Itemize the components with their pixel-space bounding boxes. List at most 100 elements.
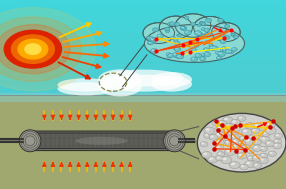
Circle shape (223, 49, 225, 50)
Circle shape (263, 132, 266, 134)
Point (270, 120, 275, 123)
Bar (0, 26, 286, 28)
Circle shape (212, 121, 220, 126)
Circle shape (239, 141, 242, 143)
Circle shape (226, 149, 231, 152)
Circle shape (205, 41, 206, 42)
Circle shape (225, 140, 233, 145)
Point (238, 123, 242, 126)
Circle shape (274, 144, 277, 146)
Circle shape (238, 141, 246, 146)
Circle shape (209, 44, 213, 47)
Circle shape (217, 133, 221, 136)
Circle shape (182, 27, 186, 30)
Circle shape (177, 46, 179, 47)
Circle shape (210, 45, 211, 46)
Circle shape (173, 46, 178, 50)
Bar (0, 84, 286, 87)
Bar (0, 59, 286, 61)
Ellipse shape (175, 14, 211, 37)
Circle shape (201, 58, 203, 59)
Circle shape (167, 23, 172, 25)
Circle shape (198, 33, 200, 34)
Circle shape (213, 47, 215, 48)
Circle shape (209, 46, 217, 50)
Circle shape (217, 126, 221, 129)
Circle shape (220, 37, 223, 39)
Bar (0, 28, 286, 31)
Circle shape (216, 145, 223, 150)
Circle shape (242, 144, 250, 149)
Circle shape (202, 35, 206, 38)
Point (188, 51, 193, 54)
Circle shape (176, 46, 181, 49)
Circle shape (246, 162, 250, 164)
Circle shape (196, 54, 198, 56)
Circle shape (256, 136, 259, 138)
Circle shape (226, 141, 229, 143)
Circle shape (174, 23, 180, 26)
Circle shape (181, 27, 183, 28)
Circle shape (197, 24, 201, 26)
Circle shape (200, 142, 208, 147)
Circle shape (225, 36, 230, 39)
Circle shape (0, 8, 96, 91)
Circle shape (0, 17, 82, 81)
Bar (0, 73, 286, 76)
Circle shape (204, 127, 215, 134)
Circle shape (221, 40, 223, 42)
Point (180, 51, 185, 54)
Circle shape (261, 126, 264, 128)
Circle shape (195, 41, 196, 42)
Circle shape (194, 31, 202, 35)
Circle shape (219, 121, 223, 123)
Circle shape (254, 146, 258, 148)
Bar (0, 0, 286, 2)
Circle shape (213, 139, 224, 146)
Circle shape (165, 27, 170, 31)
Circle shape (223, 117, 233, 124)
Circle shape (209, 157, 213, 160)
Circle shape (243, 129, 247, 132)
Bar (0, 21, 286, 24)
Circle shape (170, 36, 175, 40)
Circle shape (220, 53, 222, 54)
Point (243, 148, 248, 151)
Bar (0, 42, 286, 45)
Circle shape (215, 51, 220, 54)
Circle shape (226, 124, 229, 126)
Circle shape (224, 25, 230, 28)
Circle shape (231, 139, 241, 145)
Circle shape (250, 136, 253, 138)
Circle shape (247, 156, 255, 161)
Circle shape (221, 156, 232, 164)
FancyBboxPatch shape (26, 131, 177, 150)
Circle shape (238, 149, 241, 152)
Circle shape (225, 148, 236, 156)
Circle shape (247, 124, 251, 126)
Point (222, 36, 226, 40)
Circle shape (233, 48, 235, 50)
Circle shape (215, 132, 226, 139)
Circle shape (192, 49, 194, 50)
Bar (0, 2, 286, 5)
Circle shape (220, 49, 225, 52)
Circle shape (239, 154, 242, 156)
Circle shape (209, 134, 218, 140)
Circle shape (151, 39, 153, 40)
Circle shape (266, 122, 270, 125)
Circle shape (247, 149, 251, 151)
Bar (0, 37, 286, 40)
Circle shape (218, 52, 225, 57)
Bar (0, 94, 286, 189)
Point (211, 141, 216, 144)
Bar (0, 56, 286, 59)
Circle shape (216, 52, 218, 53)
Point (230, 126, 234, 129)
Circle shape (158, 35, 160, 36)
Circle shape (223, 48, 227, 51)
Bar (0, 89, 286, 92)
Circle shape (183, 28, 184, 29)
Circle shape (217, 146, 220, 148)
Circle shape (204, 52, 211, 57)
